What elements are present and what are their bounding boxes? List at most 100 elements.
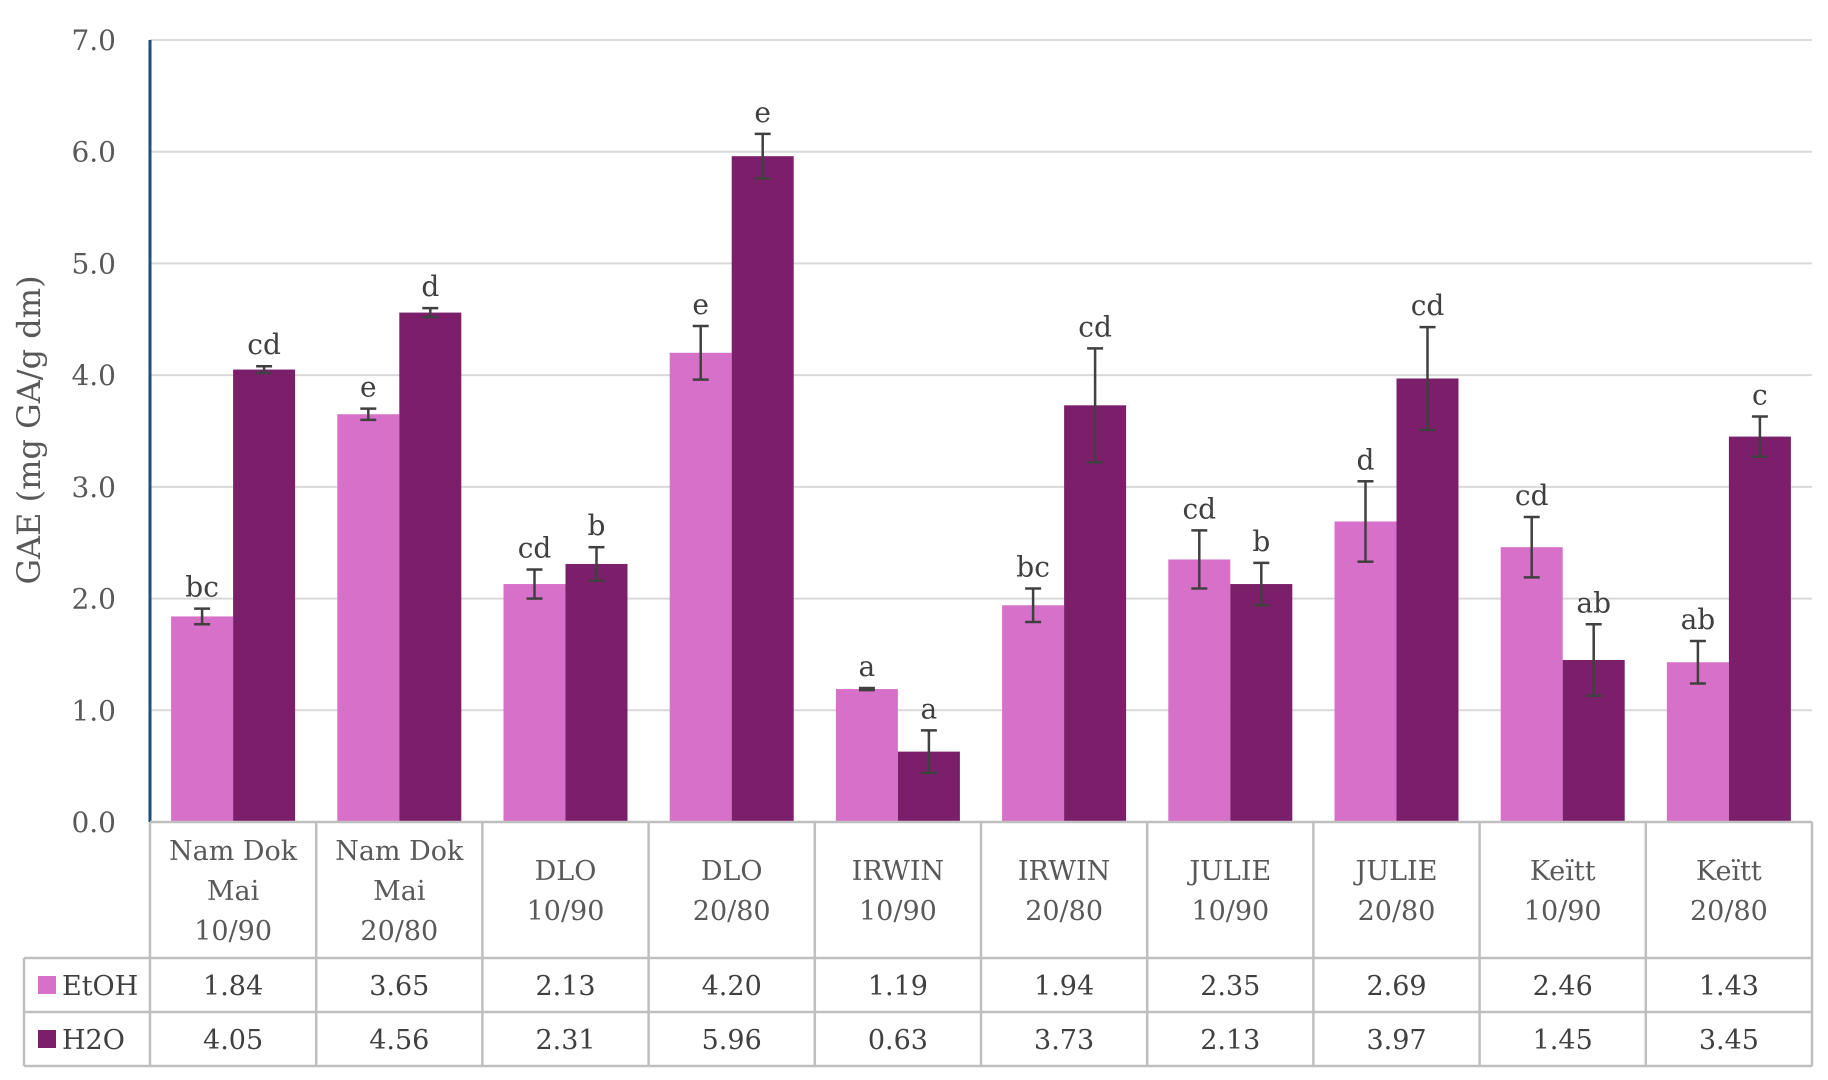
significance-label: e (360, 371, 377, 404)
x-category-label: Nam Dok (169, 836, 298, 867)
bar-h2o (1230, 584, 1293, 822)
x-category-label: Mai (207, 876, 260, 907)
error-bars (194, 132, 1768, 775)
x-category-label: IRWIN (1018, 856, 1110, 887)
significance-label: e (754, 96, 771, 129)
x-category-label: 10/90 (527, 896, 605, 927)
x-category-label: 10/90 (1191, 896, 1269, 927)
significance-label: b (1252, 525, 1270, 558)
bar-h2o (1396, 378, 1459, 822)
bar-h2o (1728, 436, 1791, 822)
significance-label: cd (518, 532, 552, 565)
y-tick-label: 7.0 (71, 24, 116, 57)
x-category-label: 20/80 (1690, 896, 1768, 927)
table-value-cell: 2.46 (1533, 971, 1593, 1002)
significance-label: bc (185, 571, 219, 604)
table-value-cell: 4.05 (203, 1025, 263, 1056)
x-category-label: JULIE (1186, 856, 1271, 887)
significance-label: a (859, 650, 876, 683)
bar-etoh (1334, 521, 1397, 822)
table-value-cell: 1.94 (1034, 971, 1094, 1002)
legend-swatch-etoh (38, 976, 56, 994)
table-value-cell: 4.56 (369, 1025, 429, 1056)
x-category-label: Nam Dok (335, 836, 464, 867)
bar-h2o (565, 563, 628, 822)
table-value-cell: 2.69 (1366, 971, 1426, 1002)
table-value-cell: 1.43 (1699, 971, 1759, 1002)
table-value-cell: 3.73 (1034, 1025, 1094, 1056)
significance-label: cd (1078, 310, 1112, 343)
bar-etoh (337, 414, 400, 822)
bar-h2o (233, 369, 296, 822)
legend-label-etoh: EtOH (62, 971, 138, 1002)
bar-etoh (171, 616, 234, 822)
significance-label: cd (247, 328, 281, 361)
y-tick-label: 2.0 (71, 583, 116, 616)
table-value-cell: 4.20 (702, 971, 762, 1002)
bar-h2o (399, 312, 462, 822)
table-value-cell: 3.65 (369, 971, 429, 1002)
significance-label: e (692, 288, 709, 321)
bar-etoh (1666, 662, 1729, 822)
y-tick-label: 1.0 (71, 694, 116, 727)
significance-label: cd (1515, 479, 1549, 512)
table-value-cell: 1.84 (203, 971, 263, 1002)
x-category-label: 10/90 (194, 916, 272, 947)
bar-etoh (835, 689, 898, 822)
x-category-label: Keïtt (1696, 856, 1762, 887)
y-tick-label: 3.0 (71, 471, 116, 504)
significance-label: a (921, 692, 938, 725)
table-value-cell: 5.96 (702, 1025, 762, 1056)
x-category-label: 10/90 (859, 896, 937, 927)
significance-label: cd (1182, 492, 1216, 525)
x-category-label: 20/80 (1358, 896, 1436, 927)
x-category-label: DLO (535, 856, 597, 887)
x-category-label: JULIE (1353, 856, 1438, 887)
bar-etoh (1500, 547, 1563, 822)
bar-h2o (731, 156, 794, 822)
significance-label: ab (1681, 603, 1716, 636)
legend-swatch-h2o (38, 1030, 56, 1048)
table-value-cell: 2.13 (1200, 1025, 1260, 1056)
y-tick-label: 0.0 (71, 806, 116, 839)
x-category-label: Keïtt (1530, 856, 1596, 887)
x-category-label: IRWIN (852, 856, 944, 887)
significance-label: ab (1576, 586, 1611, 619)
x-category-label: 20/80 (693, 896, 771, 927)
bar-etoh (669, 352, 732, 822)
x-category-label: 10/90 (1524, 896, 1602, 927)
significance-label: c (1752, 378, 1768, 411)
bars (171, 156, 1791, 822)
y-tick-label: 6.0 (71, 136, 116, 169)
data-table: Nam Dok Mai 10/90 Nam Dok Mai 20/80 DLO 10/90 DL… (22, 820, 1814, 1068)
bar-etoh (1168, 559, 1231, 822)
significance-label: bc (1016, 551, 1050, 584)
table-value-cell: 2.31 (535, 1025, 595, 1056)
x-category-label: 20/80 (1025, 896, 1103, 927)
significance-label: d (421, 270, 439, 303)
x-category-label: Mai (373, 876, 426, 907)
axes: 0.0 1.0 2.0 3.0 4.0 5.0 6.0 7.0 (71, 24, 152, 839)
table-value-cell: 3.45 (1699, 1025, 1759, 1056)
significance-label: b (588, 509, 606, 542)
y-axis-title: GAE (mg GA/g dm) (10, 275, 48, 584)
table-value-cell: 2.35 (1200, 971, 1260, 1002)
bar-etoh (1002, 605, 1065, 822)
significance-label: cd (1411, 289, 1445, 322)
significance-label: d (1357, 443, 1375, 476)
table-value-cell: 2.13 (535, 971, 595, 1002)
y-tick-label: 4.0 (71, 359, 116, 392)
table-value-cell: 3.97 (1366, 1025, 1426, 1056)
bar-h2o (1064, 405, 1127, 822)
bar-etoh (503, 584, 566, 822)
table-value-cell: 1.45 (1533, 1025, 1593, 1056)
x-category-label: DLO (701, 856, 763, 887)
y-tick-label: 5.0 (71, 247, 116, 280)
table-value-cell: 0.63 (868, 1025, 928, 1056)
table-value-cell: 1.19 (868, 971, 928, 1002)
legend-label-h2o: H2O (62, 1025, 125, 1056)
x-category-label: 20/80 (360, 916, 438, 947)
